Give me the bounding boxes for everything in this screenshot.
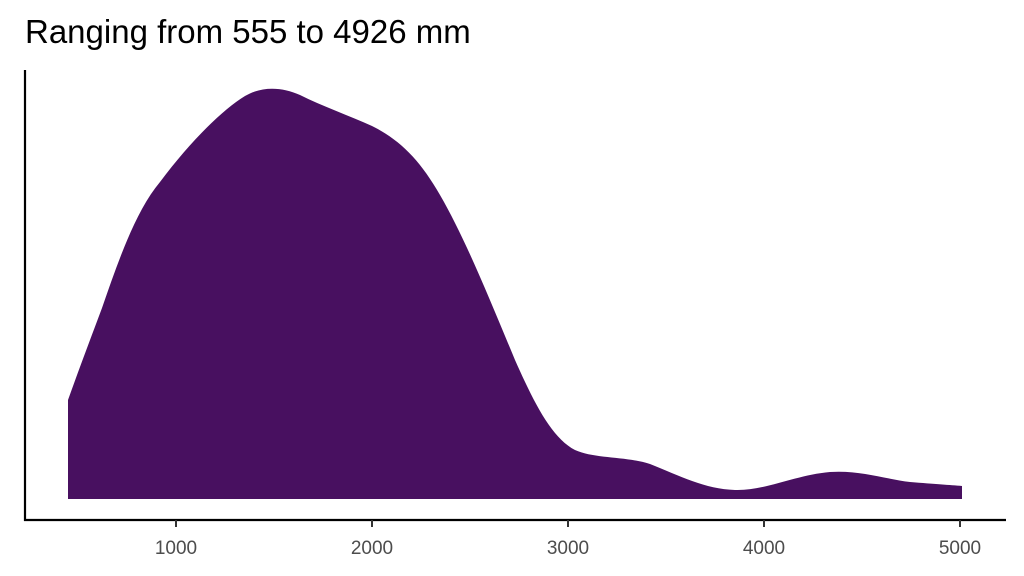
chart-title: Ranging from 555 to 4926 mm xyxy=(25,13,471,50)
x-tick-label: 2000 xyxy=(351,538,393,559)
density-area xyxy=(68,88,962,499)
x-tick-label: 3000 xyxy=(547,538,589,559)
x-tick-label: 1000 xyxy=(155,538,197,559)
x-ticks xyxy=(175,520,961,527)
x-tick-label: 4000 xyxy=(743,538,785,559)
x-tick-label: 5000 xyxy=(939,538,981,559)
